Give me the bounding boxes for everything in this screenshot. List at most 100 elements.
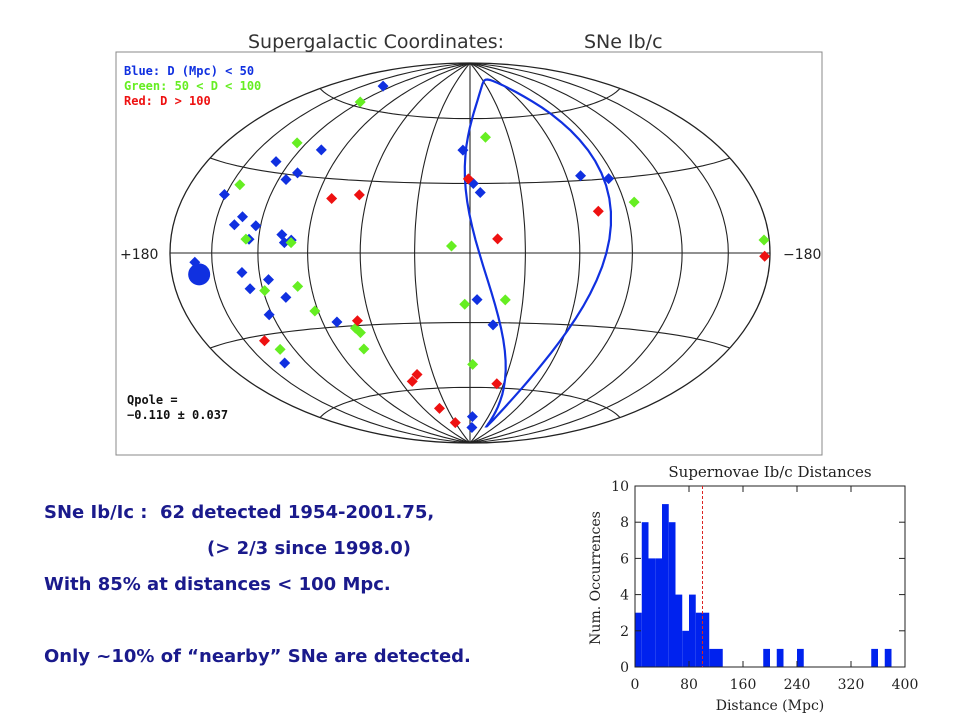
green-supernova-point	[285, 237, 297, 249]
red-supernova-point	[449, 417, 461, 429]
map-title: Supergalactic Coordinates:	[248, 31, 504, 53]
histogram-bar	[682, 630, 689, 667]
green-supernova-point	[292, 280, 304, 292]
blue-supernova-point	[487, 319, 499, 331]
y-tick-label: 2	[620, 624, 629, 640]
histogram-axes: 0 80 160 240 320 400 0 2 4 6 8 10	[611, 479, 918, 693]
green-supernova-point	[758, 234, 770, 246]
green-supernova-point	[499, 294, 511, 306]
green-supernova-point	[240, 233, 252, 245]
parallel-line	[319, 88, 621, 120]
histogram-bar	[635, 612, 642, 667]
y-tick-label: 6	[620, 551, 629, 567]
histogram-bar	[716, 648, 723, 667]
red-supernova-point	[353, 189, 365, 201]
histogram-bar	[648, 558, 656, 667]
histogram-bar	[668, 522, 676, 667]
summary-line-2: (> 2/3 since 1998.0)	[207, 538, 411, 559]
qpole-value: −0.110 ± 0.037	[127, 408, 228, 422]
left-edge-label: +180	[120, 247, 158, 263]
blue-supernova-point	[244, 283, 256, 295]
histogram-bar	[695, 612, 703, 667]
histogram-bar	[797, 648, 804, 667]
red-supernova-point	[406, 375, 418, 387]
red-supernova-point	[491, 378, 503, 390]
red-supernova-point	[462, 173, 474, 185]
blue-supernova-point	[262, 274, 274, 286]
green-supernova-point	[628, 196, 640, 208]
parallel-line	[319, 386, 621, 418]
supergalactic-sky-map: Supergalactic Coordinates: SNe Ib/c Blue…	[115, 31, 823, 456]
blue-supernova-point	[474, 187, 486, 199]
legend-green: Green: 50 < D < 100	[124, 79, 261, 93]
x-tick-label: 240	[784, 677, 811, 693]
y-tick-label: 10	[611, 479, 629, 495]
histogram-bar	[689, 594, 696, 667]
histogram-bar	[675, 594, 683, 667]
x-tick-label: 80	[680, 677, 698, 693]
histogram-bar	[709, 648, 716, 667]
y-tick-label: 4	[620, 588, 629, 604]
histogram-x-label: Distance (Mpc)	[716, 698, 825, 714]
blue-supernova-point	[471, 294, 483, 306]
histogram-y-label: Num. Occurrences	[588, 511, 604, 645]
red-supernova-point	[492, 233, 504, 245]
legend-blue: Blue: D (Mpc) < 50	[124, 64, 254, 78]
blue-supernova-point	[280, 291, 292, 303]
map-subtitle: SNe Ib/c	[584, 31, 663, 53]
blue-supernova-point	[292, 167, 304, 179]
histogram-title: Supernovae Ib/c Distances	[668, 463, 871, 481]
map-grid	[169, 62, 771, 444]
histogram-bar	[662, 504, 669, 667]
green-supernova-point	[459, 298, 471, 310]
x-tick-label: 0	[631, 677, 640, 693]
green-supernova-point	[446, 240, 458, 252]
blue-supernova-point	[250, 220, 262, 232]
x-tick-label: 400	[892, 677, 919, 693]
large-blue-marker	[188, 263, 211, 286]
qpole-label: Qpole =	[127, 393, 178, 407]
legend-red: Red: D > 100	[124, 94, 211, 108]
green-supernova-point	[291, 137, 303, 149]
red-supernova-point	[259, 335, 271, 347]
red-supernova-point	[592, 205, 604, 217]
right-edge-label: −180	[783, 247, 821, 263]
summary-line-3: With 85% at distances < 100 Mpc.	[44, 574, 391, 595]
histogram-bars	[635, 504, 892, 667]
blue-supernova-point	[466, 411, 478, 423]
boundary-line	[463, 78, 612, 428]
histogram-bar	[655, 558, 662, 667]
summary-line-1: SNe Ib/Ic : 62 detected 1954-2001.75,	[44, 502, 435, 523]
blue-supernova-point	[603, 173, 615, 185]
green-supernova-point	[234, 179, 246, 191]
map-frame	[115, 51, 823, 456]
blue-supernova-point	[315, 144, 327, 156]
green-supernova-point	[354, 327, 366, 339]
blue-supernova-point	[276, 229, 288, 241]
blue-supernova-point	[279, 357, 291, 369]
histogram-frame	[634, 485, 906, 668]
green-supernova-point	[274, 343, 286, 355]
supergalactic-boundary-curve	[463, 78, 612, 428]
blue-supernova-point	[218, 189, 230, 201]
histogram-bar	[776, 648, 784, 667]
blue-supernova-point	[377, 80, 389, 92]
red-supernova-point	[351, 315, 363, 327]
histogram-bar	[702, 612, 710, 667]
histogram-bar	[884, 648, 892, 667]
green-supernova-point	[358, 343, 370, 355]
blue-supernova-point	[263, 309, 275, 321]
green-supernova-point	[259, 285, 271, 297]
blue-supernova-point	[575, 170, 587, 182]
blue-supernova-point	[280, 174, 292, 186]
blue-supernova-point	[270, 156, 282, 168]
red-supernova-point	[433, 402, 445, 414]
red-supernova-point	[411, 368, 423, 380]
y-tick-label: 8	[620, 515, 629, 531]
blue-supernova-point	[237, 211, 249, 223]
red-supernova-point	[326, 192, 338, 204]
parallel-line	[210, 321, 730, 349]
green-supernova-point	[309, 305, 321, 317]
histogram-bar	[871, 648, 878, 667]
